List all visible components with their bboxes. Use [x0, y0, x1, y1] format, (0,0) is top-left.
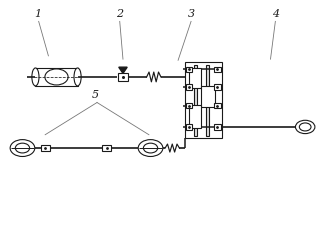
Circle shape — [10, 140, 35, 157]
Text: 2: 2 — [116, 9, 124, 19]
Bar — [41, 145, 50, 151]
Bar — [102, 145, 111, 151]
Circle shape — [296, 120, 315, 134]
Circle shape — [299, 123, 311, 131]
Ellipse shape — [74, 68, 81, 86]
Bar — [194, 65, 197, 136]
Bar — [186, 103, 192, 108]
Bar — [186, 84, 192, 90]
Ellipse shape — [45, 69, 68, 85]
Bar — [214, 67, 221, 72]
Text: 3: 3 — [188, 9, 195, 19]
Bar — [35, 68, 77, 86]
Bar — [186, 124, 192, 130]
Ellipse shape — [32, 68, 39, 86]
Circle shape — [138, 140, 163, 157]
Bar — [184, 63, 222, 138]
Circle shape — [144, 143, 158, 153]
Text: 4: 4 — [272, 9, 279, 19]
Bar — [200, 86, 215, 107]
Bar — [189, 68, 201, 88]
Bar — [206, 65, 209, 136]
Bar — [186, 67, 192, 72]
Circle shape — [15, 143, 30, 153]
Bar — [214, 124, 221, 130]
Bar — [214, 84, 221, 90]
Bar — [189, 105, 201, 128]
Text: 1: 1 — [34, 9, 41, 19]
Text: 5: 5 — [92, 90, 99, 100]
Polygon shape — [119, 67, 127, 73]
Bar — [214, 103, 221, 108]
Bar — [118, 73, 128, 81]
